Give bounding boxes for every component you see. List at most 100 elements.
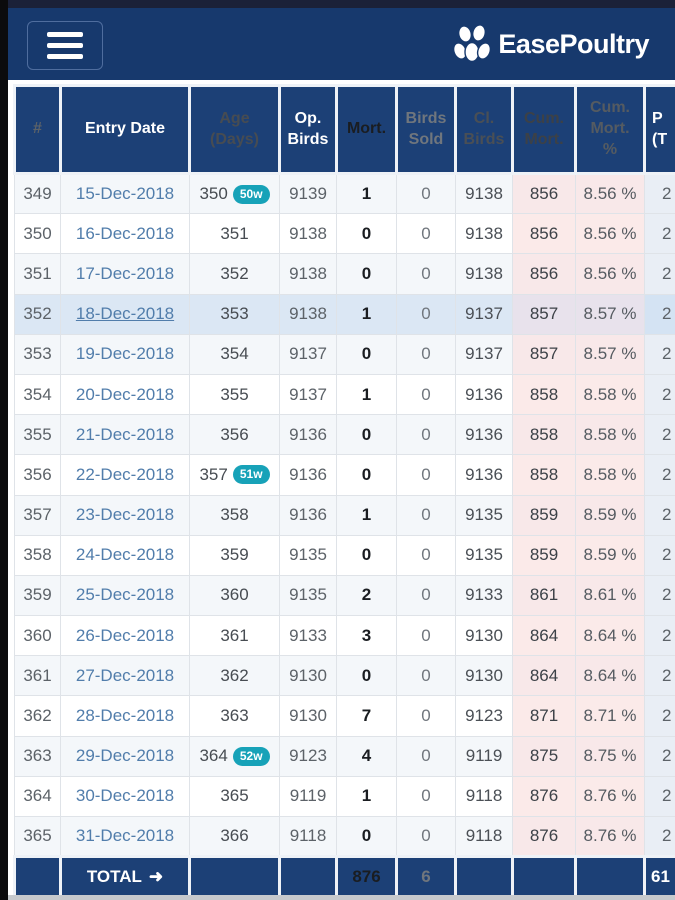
row-number-cell: 350 xyxy=(14,213,61,255)
cl-birds-cell: 9130 xyxy=(455,615,513,657)
entry-date-link[interactable]: 15-Dec-2018 xyxy=(75,184,175,204)
entry-date-cell: 19-Dec-2018 xyxy=(60,333,190,375)
table-row[interactable]: 363 29-Dec-2018 364 52w 9123 4 0 9119 87… xyxy=(14,735,675,777)
table-row[interactable]: 349 15-Dec-2018 350 50w 9139 1 0 9138 85… xyxy=(14,172,675,215)
cl-birds-cell: 9135 xyxy=(455,534,513,576)
partial-col-cell: 2 xyxy=(644,534,675,576)
entry-date-link[interactable]: 22-Dec-2018 xyxy=(75,464,175,484)
entry-date-link[interactable]: 25-Dec-2018 xyxy=(75,585,175,605)
cum-mort-cell: 858 xyxy=(512,454,576,496)
table-row[interactable]: 358 24-Dec-2018 359 9135 0 0 9135 859 8.… xyxy=(14,534,675,576)
birds-sold-cell: 0 xyxy=(396,454,456,496)
cum-mort-pct-cell: 8.59 % xyxy=(575,494,645,536)
entry-date-link[interactable]: 17-Dec-2018 xyxy=(75,263,175,283)
table-row[interactable]: 361 27-Dec-2018 362 9130 0 0 9130 864 8.… xyxy=(14,655,675,697)
entry-date-link[interactable]: 28-Dec-2018 xyxy=(75,706,175,726)
entry-date-cell: 30-Dec-2018 xyxy=(60,775,190,818)
col-header-age: Age (Days) xyxy=(188,84,281,175)
row-number-cell: 362 xyxy=(14,695,61,737)
total-label-cell: TOTAL ➜ xyxy=(59,855,191,896)
entry-date-link[interactable]: 31-Dec-2018 xyxy=(75,826,175,846)
cum-mort-cell: 856 xyxy=(512,253,576,295)
cum-mort-cell: 857 xyxy=(512,293,576,335)
total-label: TOTAL xyxy=(86,867,142,887)
menu-button[interactable] xyxy=(27,21,103,70)
top-strip xyxy=(0,0,675,8)
table-row[interactable]: 360 26-Dec-2018 361 9133 3 0 9130 864 8.… xyxy=(14,615,675,657)
entry-date-link[interactable]: 16-Dec-2018 xyxy=(75,223,175,243)
birds-sold-cell: 0 xyxy=(396,574,456,617)
table-row[interactable]: 350 16-Dec-2018 351 9138 0 0 9138 856 8.… xyxy=(14,213,675,255)
entry-date-link[interactable]: 19-Dec-2018 xyxy=(75,344,175,364)
cum-mort-pct-cell: 8.76 % xyxy=(575,815,645,858)
op-birds-cell: 9138 xyxy=(279,253,337,295)
age-week-badge: 51w xyxy=(232,465,270,485)
age-cell: 350 50w xyxy=(189,172,280,215)
mort-cell: 0 xyxy=(336,655,397,697)
entry-date-link[interactable]: 18-Dec-2018 xyxy=(75,304,175,324)
entry-date-link[interactable]: 27-Dec-2018 xyxy=(75,665,175,685)
table-row[interactable]: 359 25-Dec-2018 360 9135 2 0 9133 861 8.… xyxy=(14,574,675,617)
table-row[interactable]: 365 31-Dec-2018 366 9118 0 0 9118 876 8.… xyxy=(14,815,675,858)
table-row[interactable]: 357 23-Dec-2018 358 9136 1 0 9135 859 8.… xyxy=(14,494,675,536)
table-row[interactable]: 353 19-Dec-2018 354 9137 0 0 9137 857 8.… xyxy=(14,333,675,375)
age-cell: 362 xyxy=(189,655,280,697)
cl-birds-cell: 9123 xyxy=(455,695,513,737)
entry-date-link[interactable]: 23-Dec-2018 xyxy=(75,505,175,525)
mort-cell: 1 xyxy=(336,775,397,818)
table-row[interactable]: 362 28-Dec-2018 363 9130 7 0 9123 871 8.… xyxy=(14,695,675,737)
cum-mort-cell: 861 xyxy=(512,574,576,617)
cum-mort-cell: 858 xyxy=(512,373,576,416)
entry-date-link[interactable]: 30-Dec-2018 xyxy=(75,786,175,806)
entry-date-cell: 20-Dec-2018 xyxy=(60,373,190,416)
entry-date-cell: 18-Dec-2018 xyxy=(60,293,190,335)
partial-col-cell: 2 xyxy=(644,373,675,416)
mort-cell: 0 xyxy=(336,534,397,576)
entry-date-cell: 28-Dec-2018 xyxy=(60,695,190,737)
total-partial: 61 xyxy=(643,855,675,896)
table-row[interactable]: 351 17-Dec-2018 352 9138 0 0 9138 856 8.… xyxy=(14,253,675,295)
entry-date-link[interactable]: 24-Dec-2018 xyxy=(75,545,175,565)
op-birds-cell: 9119 xyxy=(279,775,337,818)
cl-birds-cell: 9135 xyxy=(455,494,513,536)
partial-col-cell: 2 xyxy=(644,655,675,697)
table-row[interactable]: 364 30-Dec-2018 365 9119 1 0 9118 876 8.… xyxy=(14,775,675,818)
cum-mort-pct-cell: 8.58 % xyxy=(575,454,645,496)
col-header-mort: Mort. xyxy=(335,84,398,175)
row-number-cell: 359 xyxy=(14,574,61,617)
cum-mort-pct-cell: 8.71 % xyxy=(575,695,645,737)
table-row[interactable]: 356 22-Dec-2018 357 51w 9136 0 0 9136 85… xyxy=(14,454,675,496)
cum-mort-pct-cell: 8.57 % xyxy=(575,293,645,335)
mort-cell: 1 xyxy=(336,293,397,335)
age-cell: 356 xyxy=(189,414,280,456)
op-birds-cell: 9137 xyxy=(279,373,337,416)
cum-mort-cell: 857 xyxy=(512,333,576,375)
birds-sold-cell: 0 xyxy=(396,735,456,777)
cum-mort-cell: 864 xyxy=(512,615,576,657)
col-header-op-birds: Op. Birds xyxy=(278,84,338,175)
entry-date-cell: 22-Dec-2018 xyxy=(60,454,190,496)
birds-sold-cell: 0 xyxy=(396,373,456,416)
entry-date-cell: 21-Dec-2018 xyxy=(60,414,190,456)
mort-cell: 2 xyxy=(336,574,397,617)
age-cell: 353 xyxy=(189,293,280,335)
entry-date-cell: 24-Dec-2018 xyxy=(60,534,190,576)
table-row[interactable]: 355 21-Dec-2018 356 9136 0 0 9136 858 8.… xyxy=(14,414,675,456)
partial-col-cell: 2 xyxy=(644,253,675,295)
cl-birds-cell: 9133 xyxy=(455,574,513,617)
table-row[interactable]: 354 20-Dec-2018 355 9137 1 0 9136 858 8.… xyxy=(14,373,675,416)
op-birds-cell: 9137 xyxy=(279,333,337,375)
birds-sold-cell: 0 xyxy=(396,293,456,335)
mort-cell: 4 xyxy=(336,735,397,777)
table-row[interactable]: 352 18-Dec-2018 353 9138 1 0 9137 857 8.… xyxy=(14,293,675,335)
entry-date-link[interactable]: 21-Dec-2018 xyxy=(75,424,175,444)
cum-mort-pct-cell: 8.75 % xyxy=(575,735,645,777)
left-strip xyxy=(0,0,8,900)
op-birds-cell: 9118 xyxy=(279,815,337,858)
entry-date-link[interactable]: 20-Dec-2018 xyxy=(75,384,175,404)
entry-date-link[interactable]: 26-Dec-2018 xyxy=(75,625,175,645)
row-number-cell: 357 xyxy=(14,494,61,536)
age-cell: 352 xyxy=(189,253,280,295)
entry-date-link[interactable]: 29-Dec-2018 xyxy=(75,746,175,766)
